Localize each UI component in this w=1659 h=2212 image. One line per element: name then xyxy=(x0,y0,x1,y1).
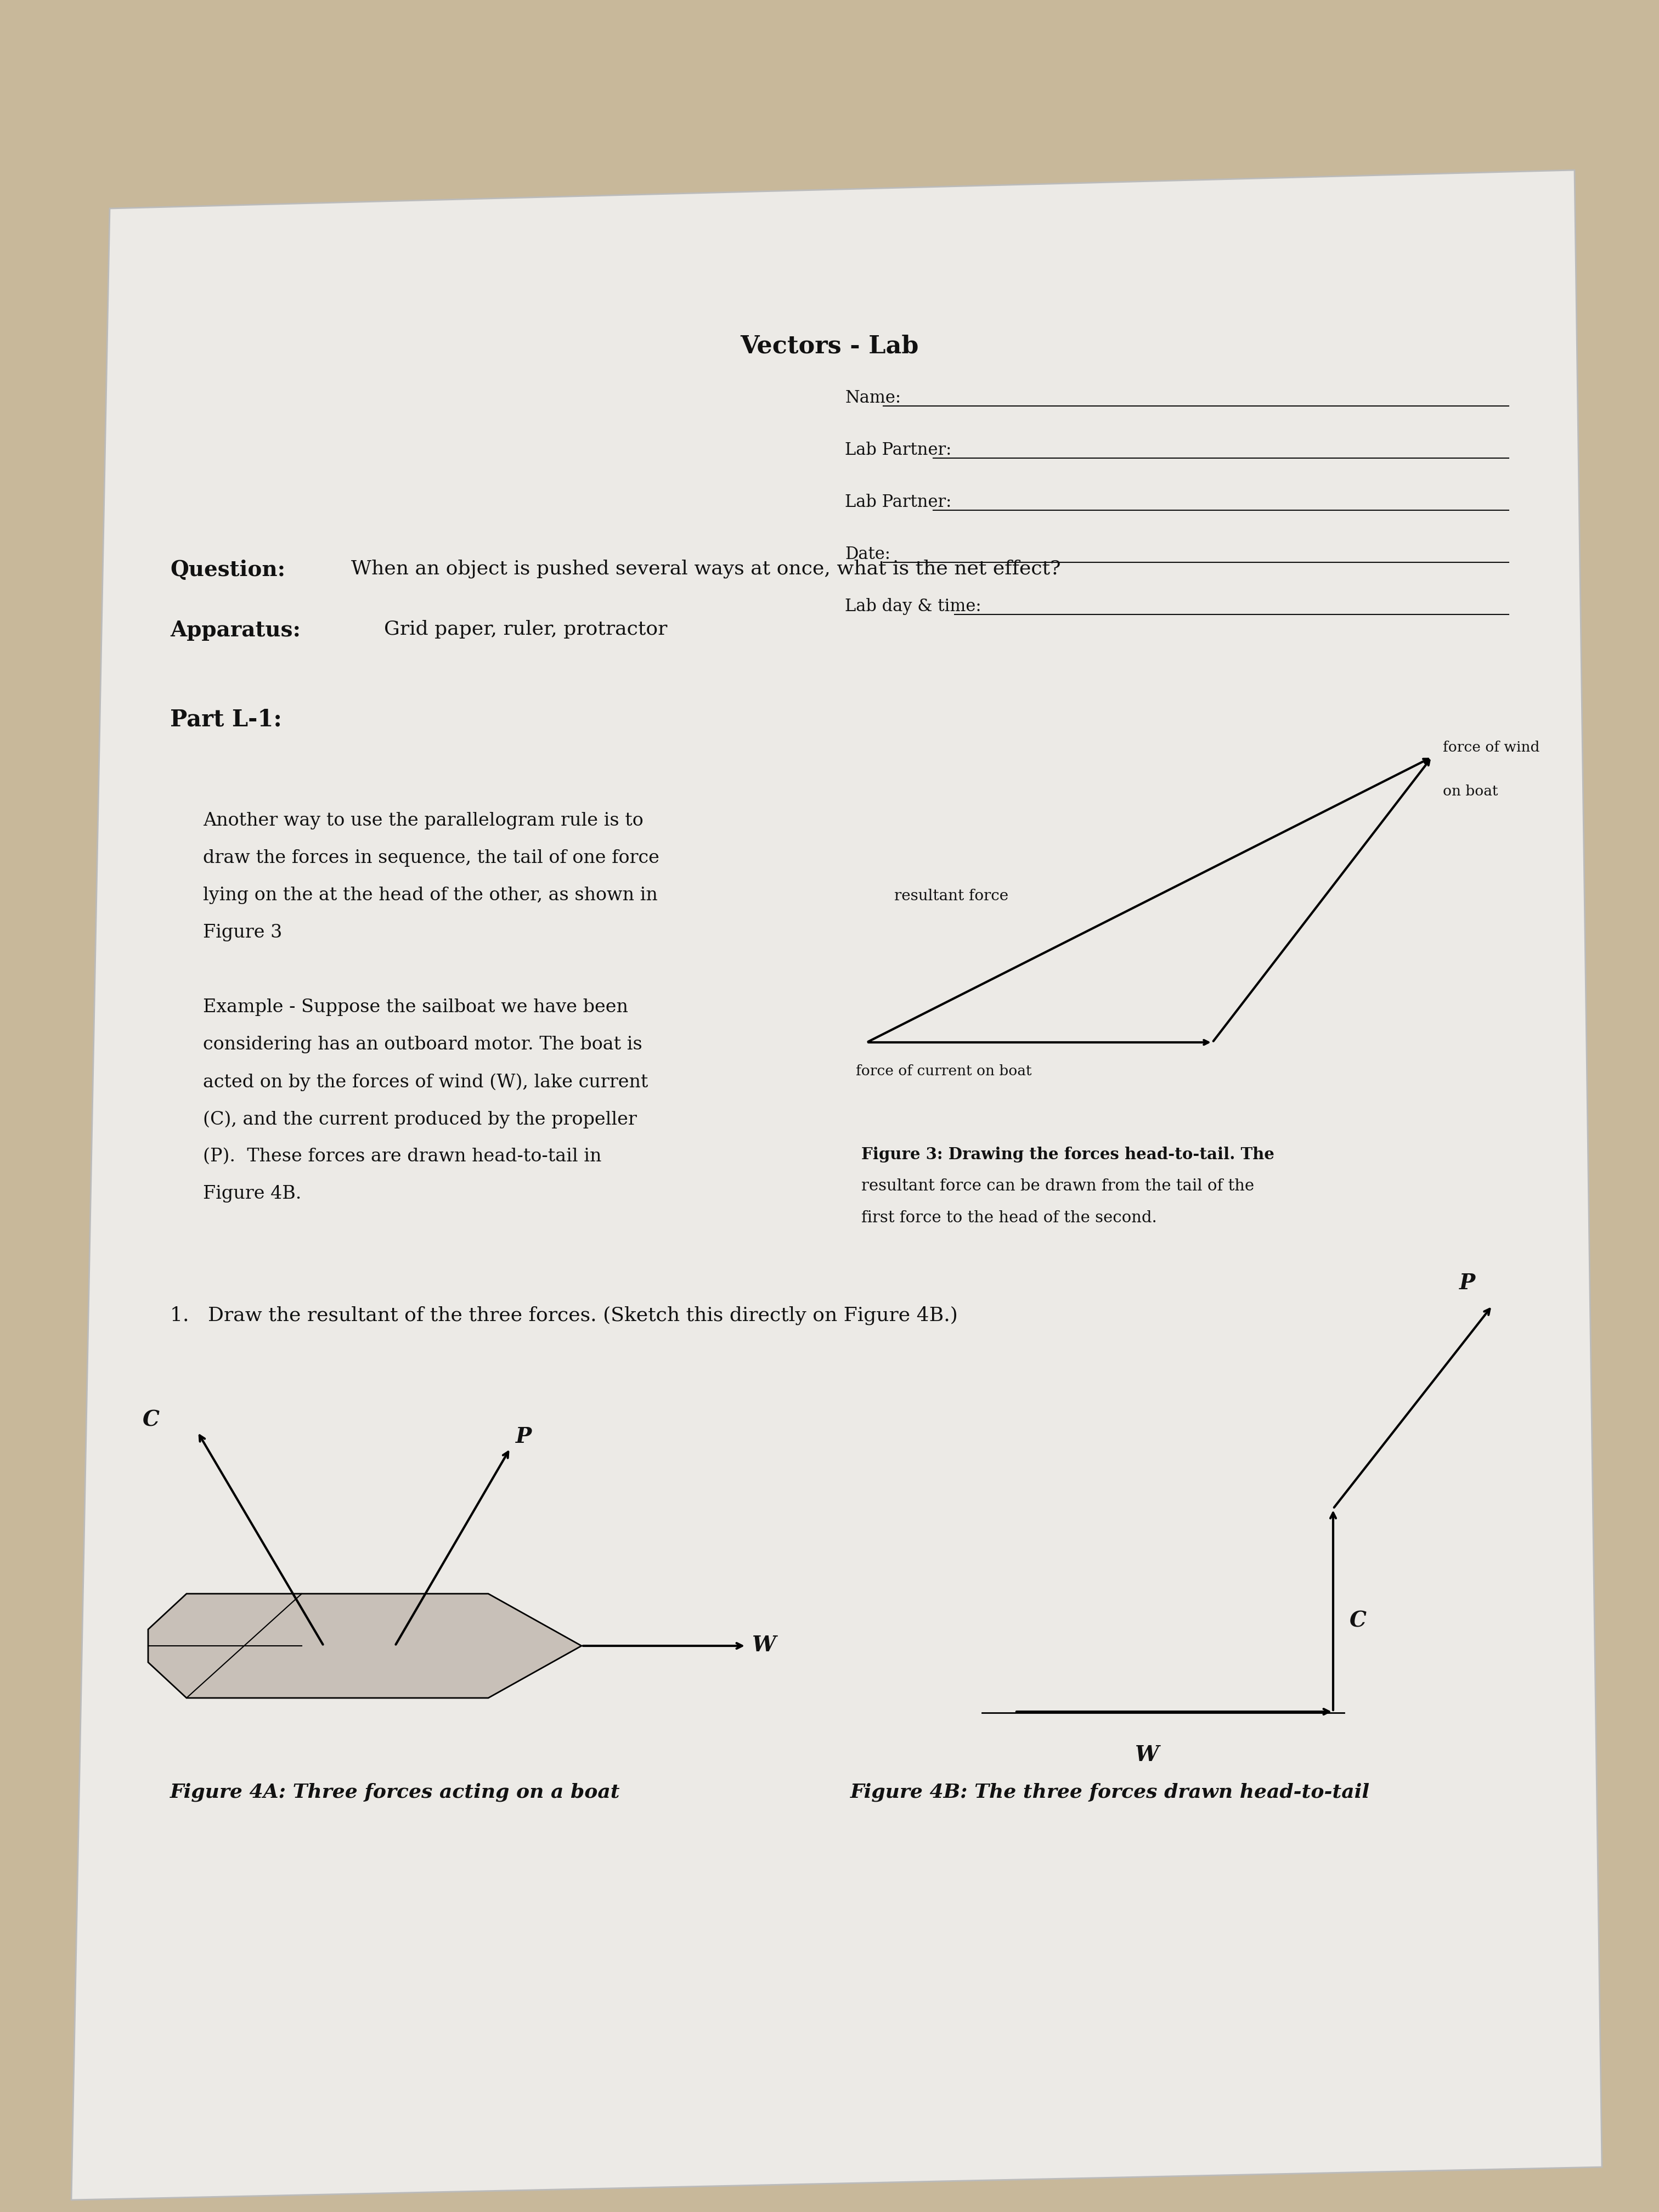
Text: W: W xyxy=(1135,1745,1158,1765)
Polygon shape xyxy=(148,1593,582,1699)
Text: Part L-1:: Part L-1: xyxy=(171,708,282,730)
Text: first force to the head of the second.: first force to the head of the second. xyxy=(861,1210,1156,1225)
Text: P: P xyxy=(516,1427,533,1447)
Text: resultant force: resultant force xyxy=(894,889,1009,902)
Text: Figure 3: Figure 3 xyxy=(202,925,282,942)
Text: Vectors - Lab: Vectors - Lab xyxy=(740,334,919,358)
Text: P: P xyxy=(1460,1272,1475,1294)
Text: Figure 4B.: Figure 4B. xyxy=(202,1186,302,1203)
Text: Question:: Question: xyxy=(171,560,285,580)
Text: Figure 4A: Three forces acting on a boat: Figure 4A: Three forces acting on a boat xyxy=(171,1783,620,1803)
Text: (C), and the current produced by the propeller: (C), and the current produced by the pro… xyxy=(202,1110,637,1128)
Text: Example - Suppose the sailboat we have been: Example - Suppose the sailboat we have b… xyxy=(202,998,629,1015)
Text: Figure 4B: The three forces drawn head-to-tail: Figure 4B: The three forces drawn head-t… xyxy=(851,1783,1370,1803)
Text: C: C xyxy=(143,1409,159,1431)
Text: When an object is pushed several ways at once, what is the net effect?: When an object is pushed several ways at… xyxy=(352,560,1060,580)
Text: draw the forces in sequence, the tail of one force: draw the forces in sequence, the tail of… xyxy=(202,849,659,867)
Text: resultant force can be drawn from the tail of the: resultant force can be drawn from the ta… xyxy=(861,1179,1254,1194)
Text: Figure 3: Drawing the forces head-to-tail. The: Figure 3: Drawing the forces head-to-tai… xyxy=(861,1146,1274,1164)
Text: Apparatus:: Apparatus: xyxy=(171,619,300,641)
Text: acted on by the forces of wind (W), lake current: acted on by the forces of wind (W), lake… xyxy=(202,1073,649,1091)
Text: Date:: Date: xyxy=(844,546,891,562)
Text: considering has an outboard motor. The boat is: considering has an outboard motor. The b… xyxy=(202,1035,642,1053)
Text: force of current on boat: force of current on boat xyxy=(856,1064,1032,1077)
Text: force of wind: force of wind xyxy=(1443,741,1540,754)
Text: Lab day & time:: Lab day & time: xyxy=(844,597,980,615)
Text: Grid paper, ruler, protractor: Grid paper, ruler, protractor xyxy=(383,619,667,639)
Text: (P).  These forces are drawn head-to-tail in: (P). These forces are drawn head-to-tail… xyxy=(202,1148,602,1166)
Text: Another way to use the parallelogram rule is to: Another way to use the parallelogram rul… xyxy=(202,812,644,830)
Polygon shape xyxy=(71,170,1603,2201)
Text: Lab Partner:: Lab Partner: xyxy=(844,442,952,458)
Text: on boat: on boat xyxy=(1443,785,1498,799)
Text: lying on the at the head of the other, as shown in: lying on the at the head of the other, a… xyxy=(202,887,657,905)
Text: Name:: Name: xyxy=(844,389,901,407)
Text: 1.   Draw the resultant of the three forces. (Sketch this directly on Figure 4B.: 1. Draw the resultant of the three force… xyxy=(171,1305,957,1325)
Text: Lab Partner:: Lab Partner: xyxy=(844,493,952,511)
Text: C: C xyxy=(1349,1610,1367,1630)
Text: W: W xyxy=(752,1635,775,1657)
